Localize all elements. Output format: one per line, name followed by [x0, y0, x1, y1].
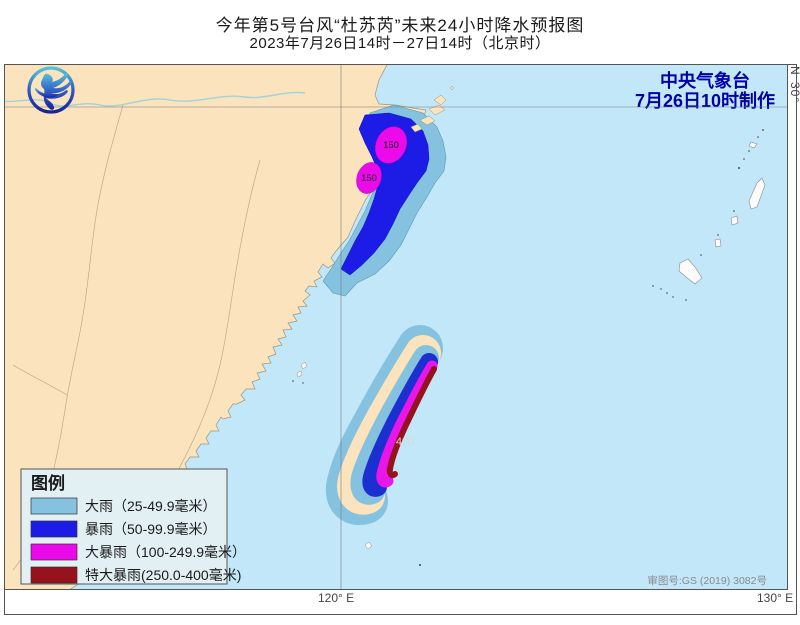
svg-text:400: 400 — [396, 436, 414, 448]
svg-text:150: 150 — [383, 140, 399, 151]
svg-text:图例: 图例 — [31, 473, 65, 493]
svg-text:审图号:GS (2019) 3082号: 审图号:GS (2019) 3082号 — [647, 574, 767, 587]
svg-text:7月26日10时制作: 7月26日10时制作 — [635, 90, 775, 111]
svg-text:特大暴雨(250.0-400毫米): 特大暴雨(250.0-400毫米) — [85, 567, 241, 583]
svg-text:暴雨（50-99.9毫米）: 暴雨（50-99.9毫米） — [85, 521, 216, 537]
svg-text:大雨（25-49.9毫米）: 大雨（25-49.9毫米） — [85, 498, 216, 514]
svg-text:中央气象台: 中央气象台 — [660, 70, 750, 91]
svg-text:大暴雨（100-249.9毫米）: 大暴雨（100-249.9毫米） — [85, 544, 246, 560]
svg-text:150: 150 — [361, 173, 377, 184]
